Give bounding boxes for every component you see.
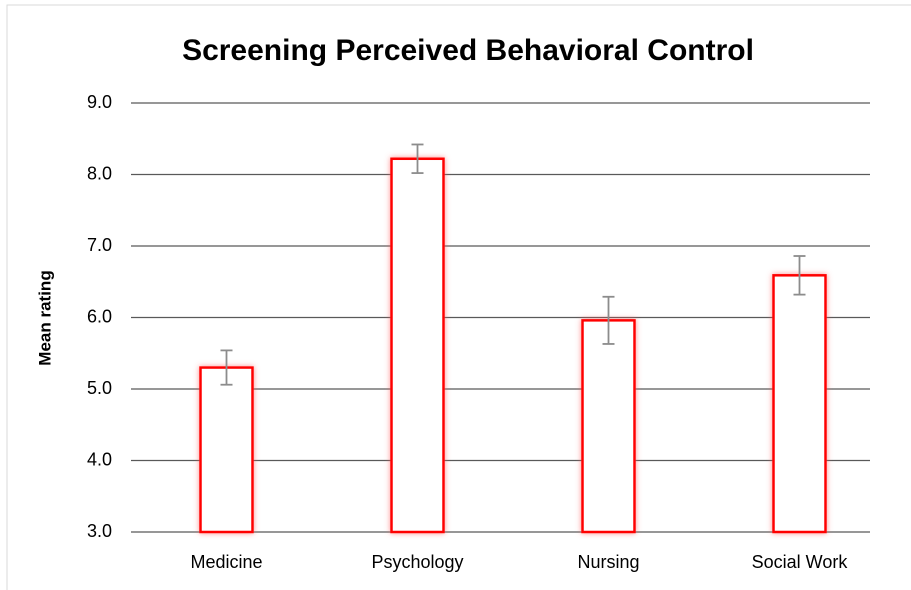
- bar: [390, 157, 445, 534]
- bar: [199, 366, 254, 534]
- y-tick-label: 4.0: [87, 449, 112, 469]
- bar: [772, 274, 827, 534]
- y-tick-label: 7.0: [87, 235, 112, 255]
- chart-frame: [6, 4, 911, 590]
- x-tick-label: Psychology: [371, 552, 463, 572]
- x-tick-label: Social Work: [752, 552, 849, 572]
- y-tick-label: 9.0: [87, 92, 112, 112]
- y-tick-label: 8.0: [87, 163, 112, 183]
- x-tick-label: Medicine: [190, 552, 262, 572]
- bar: [581, 319, 636, 534]
- error-bar: [793, 255, 806, 296]
- y-tick-label: 5.0: [87, 378, 112, 398]
- error-bar: [411, 143, 424, 174]
- y-axis-label: Mean rating: [35, 270, 54, 365]
- chart-title: Screening Perceived Behavioral Control: [182, 34, 754, 67]
- error-bar: [220, 349, 233, 386]
- y-tick-label: 6.0: [87, 306, 112, 326]
- x-tick-label: Nursing: [577, 552, 639, 572]
- y-tick-label: 3.0: [87, 521, 112, 541]
- error-bar: [602, 295, 615, 345]
